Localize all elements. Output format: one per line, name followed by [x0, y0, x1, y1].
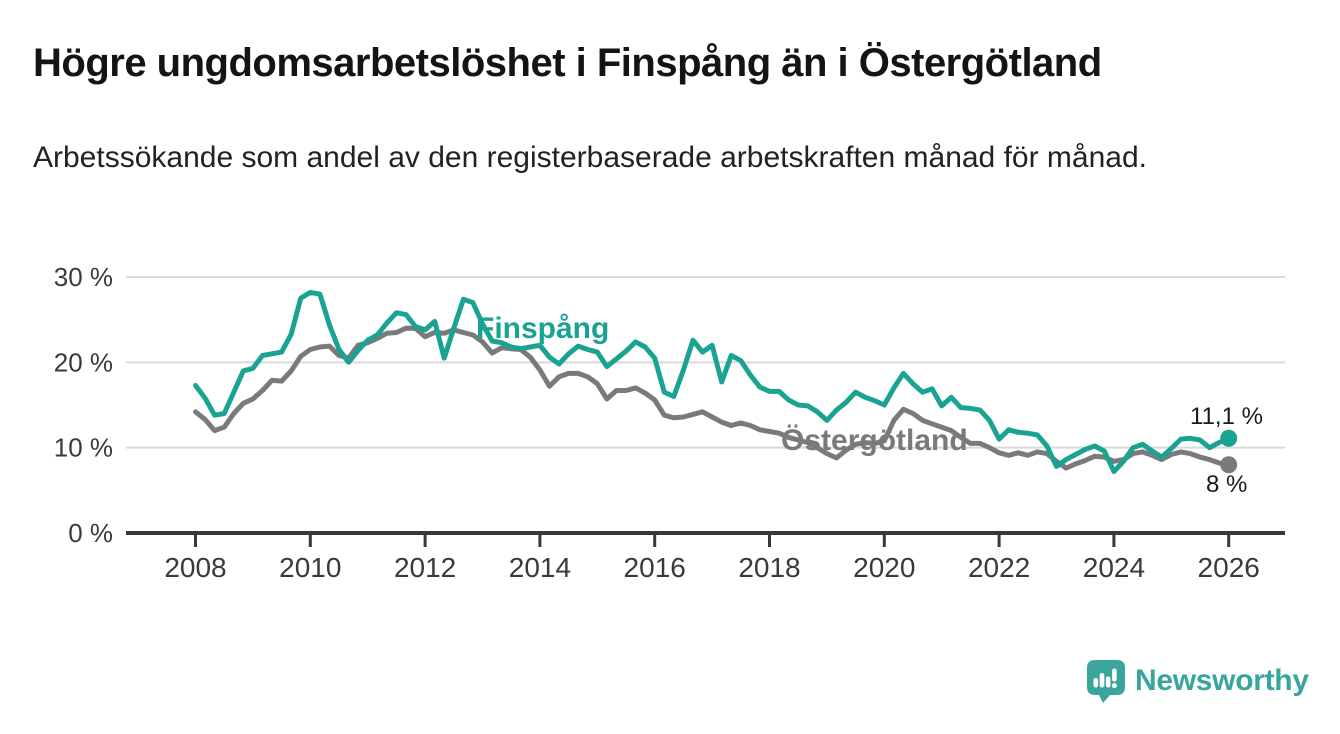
- y-tick-label: 10 %: [54, 433, 113, 463]
- page-title: Högre ungdomsarbetslöshet i Finspång än …: [33, 41, 1102, 85]
- x-tick-label: 2024: [1083, 552, 1145, 583]
- end-value-label: 8 %: [1206, 471, 1247, 498]
- y-tick-label: 20 %: [54, 347, 113, 377]
- bar-3: [1105, 676, 1111, 688]
- x-tick-label: 2012: [394, 552, 456, 583]
- newsworthy-speech-bubble-bars-icon: [1087, 660, 1125, 703]
- brand-name: Newsworthy: [1135, 664, 1309, 697]
- brand-footer: Newsworthy: [1086, 658, 1309, 704]
- y-tick-label: 0 %: [68, 518, 113, 548]
- x-tick-label: 2008: [164, 552, 226, 583]
- x-tick-label: 2020: [853, 552, 915, 583]
- exclamation-dot: [1111, 683, 1117, 689]
- chart-subtitle: Arbetssökande som andel av den registerb…: [33, 141, 1147, 174]
- exclamation-bar: [1112, 668, 1117, 682]
- x-tick-label: 2022: [968, 552, 1030, 583]
- x-tick-label: 2016: [624, 552, 686, 583]
- end-value-label: 11,1 %: [1190, 403, 1263, 430]
- line-chart: 0 % 10 % 20 % 30 % 2008 2010 2012 2014 2016 2018 2…: [0, 240, 1340, 600]
- chart-canvas: 0 % 10 % 20 % 30 % 2008 2010 2012 2014 2016 2018 2…: [54, 262, 1285, 583]
- y-tick-label: 30 %: [54, 262, 113, 292]
- finspng-line: [193, 289, 1232, 475]
- x-tick-label: 2010: [279, 552, 341, 583]
- finspng-series-label: Finspång: [476, 312, 609, 345]
- x-tick-label: 2014: [509, 552, 571, 583]
- end-point-dot: [1220, 429, 1238, 447]
- end-point-dot: [1220, 456, 1238, 474]
- bar-1: [1093, 678, 1099, 688]
- x-tick-label: 2018: [738, 552, 800, 583]
- bar-2: [1099, 673, 1105, 688]
- stergtland-series-label: Östergötland: [781, 424, 968, 457]
- x-tick-label: 2026: [1198, 552, 1260, 583]
